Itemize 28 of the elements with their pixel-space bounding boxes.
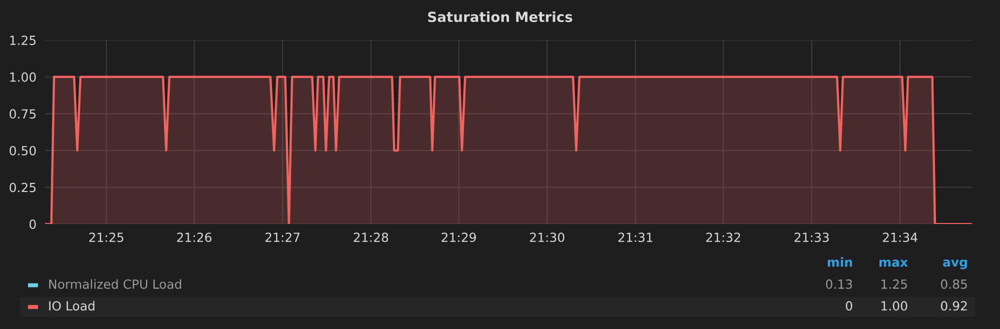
text: 0.92 <box>940 301 967 311</box>
text: 1.00 <box>882 301 908 311</box>
y-tick-label: 1.25 <box>10 36 36 46</box>
text: 0 <box>846 301 852 311</box>
x-tick-label: 21:27 <box>265 232 300 242</box>
legend-label: IO Load <box>49 300 94 311</box>
x-tick-label: 21:26 <box>177 232 212 242</box>
y-tick-label: 0 <box>30 220 36 229</box>
x-tick-label: 21:31 <box>618 232 652 242</box>
x-tick-label: 21:33 <box>794 232 829 242</box>
text: 0.85 <box>940 279 967 289</box>
text: min <box>828 257 852 267</box>
y-tick-label: 0.25 <box>10 182 36 192</box>
x-tick-label: 21:28 <box>354 232 388 242</box>
y-tick-label: 0.50 <box>10 146 36 156</box>
text: 1.25 <box>882 279 907 289</box>
y-tick-label: 0.75 <box>10 109 36 119</box>
chart-title: Saturation Metrics <box>428 11 572 22</box>
x-tick-label: 21:29 <box>442 232 476 242</box>
legend-label: Normalized CPU Load <box>49 279 182 289</box>
text: max <box>880 260 908 267</box>
text: avg <box>943 260 967 270</box>
x-tick-label: 21:30 <box>530 232 564 242</box>
y-tick-label: 1.00 <box>10 72 36 82</box>
x-tick-label: 21:34 <box>882 232 918 242</box>
x-tick-label: 21:25 <box>89 232 124 242</box>
x-tick-label: 21:32 <box>706 232 740 242</box>
text: 0.13 <box>826 279 852 289</box>
